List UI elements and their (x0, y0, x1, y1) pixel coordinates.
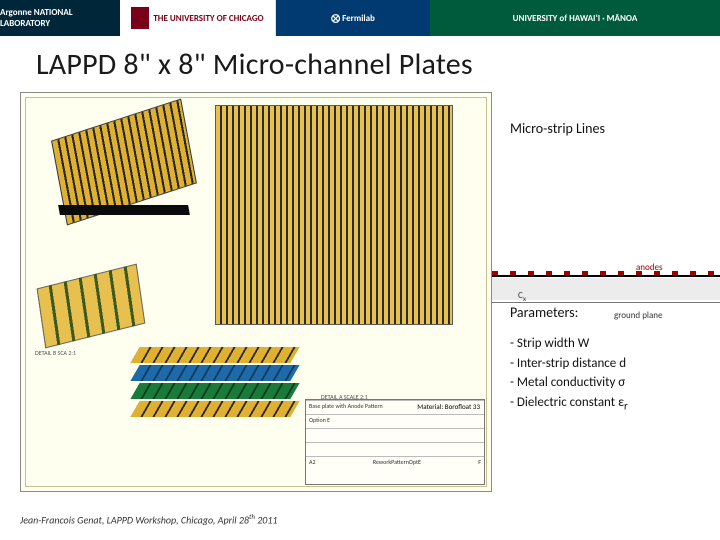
anode-line (492, 275, 720, 277)
footer-pre: Jean-Francois Genat, LAPPD Workshop, Chi… (20, 513, 249, 526)
footer-post: 2011 (255, 513, 278, 526)
detail-a-layer3 (130, 383, 299, 399)
tb-row-codes: A2 ReworkPatternOptE F (306, 456, 484, 470)
tb-row-blank2 (306, 442, 484, 456)
logo-chicago: THE UNIVERSITY OF CHICAGO (120, 0, 276, 36)
detail-b-stripes (37, 264, 146, 349)
material-label: Material: Borofloat 33 (417, 402, 480, 411)
microstrip-heading: Micro-strip Lines (510, 120, 720, 137)
tb-row-blank1 (306, 428, 484, 442)
top-view-plate (215, 105, 453, 325)
parameters-heading: Parameters: (510, 304, 720, 321)
cx-label: Cx (518, 290, 526, 304)
logo-fermilab: ⨂ Fermilab (276, 0, 430, 36)
isometric-plate (41, 107, 211, 227)
tb-f: F (478, 458, 481, 469)
detail-b: DETAIL B SCA 2:1 (35, 269, 155, 359)
param-inter-strip: - Inter-strip distance d (510, 354, 720, 374)
iso-side (58, 205, 190, 215)
slide-footer: Jean-Francois Genat, LAPPD Workshop, Chi… (20, 512, 278, 526)
param-conductivity: - Metal conductivity σ (510, 373, 720, 393)
param-strip-width: - Strip width W (510, 334, 720, 354)
detail-a (135, 347, 295, 447)
engineering-drawing: DETAIL B SCA 2:1 DETAIL A SCALE 2:1 Mate… (20, 92, 492, 492)
detail-b-label: DETAIL B SCA 2:1 (35, 349, 76, 357)
tb-row-option: Option E (306, 414, 484, 428)
ground-line (492, 302, 720, 303)
tb-a2: A2 (309, 458, 316, 469)
page-title: LAPPD 8" x 8" Micro-channel Plates (0, 36, 720, 89)
param-dielectric: - Dielectric constant εr (510, 393, 720, 415)
dielectric-layer (492, 278, 720, 300)
logo-chicago-text: THE UNIVERSITY OF CHICAGO (153, 13, 263, 24)
anodes-label: anodes (636, 262, 663, 273)
tb-name: ReworkPatternOptE (373, 458, 421, 469)
detail-a-layer4 (130, 401, 299, 417)
detail-a-layer1 (130, 347, 299, 363)
logo-argonne: Argonne NATIONAL LABORATORY (0, 0, 120, 36)
drawing-titleblock: Material: Borofloat 33 Base plate with A… (305, 399, 485, 485)
shield-icon (131, 7, 149, 29)
parameters-list: - Strip width W - Inter-strip distance d… (510, 334, 720, 414)
logo-bar: Argonne NATIONAL LABORATORY THE UNIVERSI… (0, 0, 720, 36)
content-area: DETAIL B SCA 2:1 DETAIL A SCALE 2:1 Mate… (20, 92, 700, 500)
detail-a-layer2 (130, 365, 299, 381)
logo-hawaii: UNIVERSITY of HAWAIʻI · MĀNOA (430, 0, 720, 36)
